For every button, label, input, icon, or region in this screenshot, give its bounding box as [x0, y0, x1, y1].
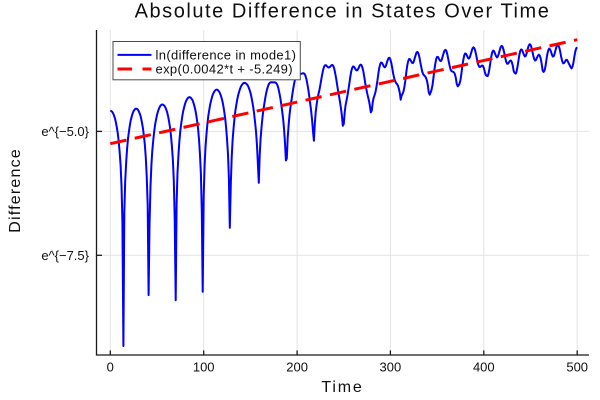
svg-text:100: 100: [193, 360, 215, 375]
svg-text:400: 400: [473, 360, 495, 375]
svg-text:500: 500: [566, 360, 588, 375]
svg-text:e^{−5.0}: e^{−5.0}: [41, 124, 89, 139]
svg-text:Absolute Difference in States: Absolute Difference in States Over Time: [135, 1, 551, 23]
svg-text:0: 0: [107, 360, 114, 375]
svg-text:300: 300: [380, 360, 402, 375]
svg-text:e^{−7.5}: e^{−7.5}: [41, 248, 89, 263]
svg-text:ln(difference in mode1): ln(difference in mode1): [156, 47, 297, 62]
svg-text:200: 200: [286, 360, 308, 375]
svg-text:Time: Time: [321, 379, 363, 396]
svg-text:Difference: Difference: [7, 148, 24, 233]
svg-text:exp(0.0042*t + -5.249): exp(0.0042*t + -5.249): [156, 61, 293, 76]
